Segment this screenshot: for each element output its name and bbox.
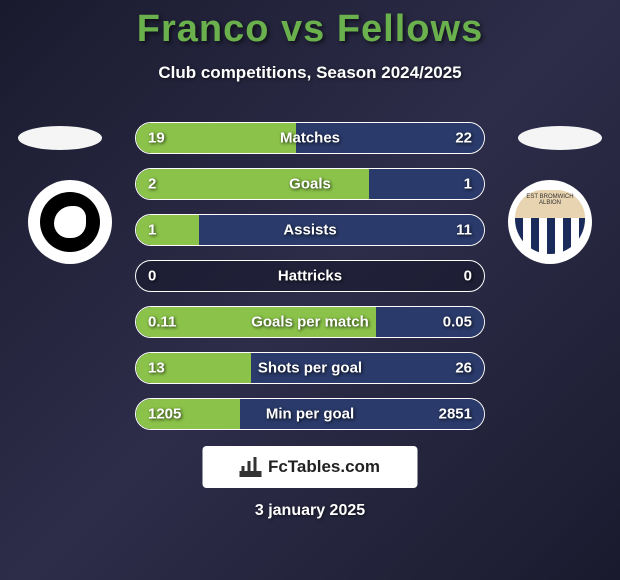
- subtitle: Club competitions, Season 2024/2025: [0, 63, 620, 83]
- team-left-crest: [28, 180, 112, 264]
- flag-right: [518, 126, 602, 150]
- stat-label: Hattricks: [278, 268, 342, 285]
- stat-value-left: 0.11: [148, 314, 176, 331]
- bar-chart-icon: [240, 457, 262, 477]
- stat-label: Goals per match: [251, 314, 369, 331]
- stat-value-right: 0: [464, 268, 472, 285]
- stat-row: 1 Assists 11: [135, 214, 485, 246]
- stat-value-right: 1: [464, 176, 472, 193]
- stat-value-left: 1: [148, 222, 156, 239]
- stat-value-left: 13: [148, 360, 165, 377]
- stat-row: 13 Shots per goal 26: [135, 352, 485, 384]
- stat-value-right: 11: [456, 222, 472, 239]
- stat-value-left: 2: [148, 176, 156, 193]
- stat-label: Min per goal: [266, 406, 354, 423]
- stripes-icon: [515, 218, 585, 254]
- stat-value-right: 26: [455, 360, 472, 377]
- stat-bar-left: [136, 169, 369, 199]
- branding-text: FcTables.com: [268, 457, 380, 477]
- page-title: Franco vs Fellows: [0, 0, 620, 51]
- stats-container: 19Matches222Goals11Assists110Hattricks00…: [135, 122, 485, 444]
- stat-row: 2 Goals 1: [135, 168, 485, 200]
- stat-label: Matches: [280, 130, 340, 147]
- stat-row: 0.11 Goals per match 0.05: [135, 306, 485, 338]
- branding-badge[interactable]: FcTables.com: [203, 446, 418, 488]
- crest-right-banner: EST BROMWICH ALBION: [515, 190, 585, 218]
- stat-label: Assists: [283, 222, 336, 239]
- flag-left: [18, 126, 102, 150]
- stat-label: Shots per goal: [258, 360, 362, 377]
- stat-row: 1205 Min per goal 2851: [135, 398, 485, 430]
- stat-row: 0 Hattricks 0: [135, 260, 485, 292]
- stat-value-right: 22: [455, 130, 472, 147]
- swan-icon: [40, 192, 100, 252]
- stat-value-left: 1205: [148, 406, 181, 423]
- stat-value-left: 0: [148, 268, 156, 285]
- stat-value-left: 19: [148, 130, 165, 147]
- stat-bar-left: [136, 215, 199, 245]
- stat-value-right: 2851: [439, 406, 472, 423]
- team-right-crest: EST BROMWICH ALBION: [508, 180, 592, 264]
- stat-row: 19 Matches 22: [135, 122, 485, 154]
- stat-bar-right: [199, 215, 484, 245]
- date-label: 3 january 2025: [255, 502, 365, 520]
- stat-value-right: 0.05: [443, 314, 472, 331]
- stat-label: Goals: [289, 176, 331, 193]
